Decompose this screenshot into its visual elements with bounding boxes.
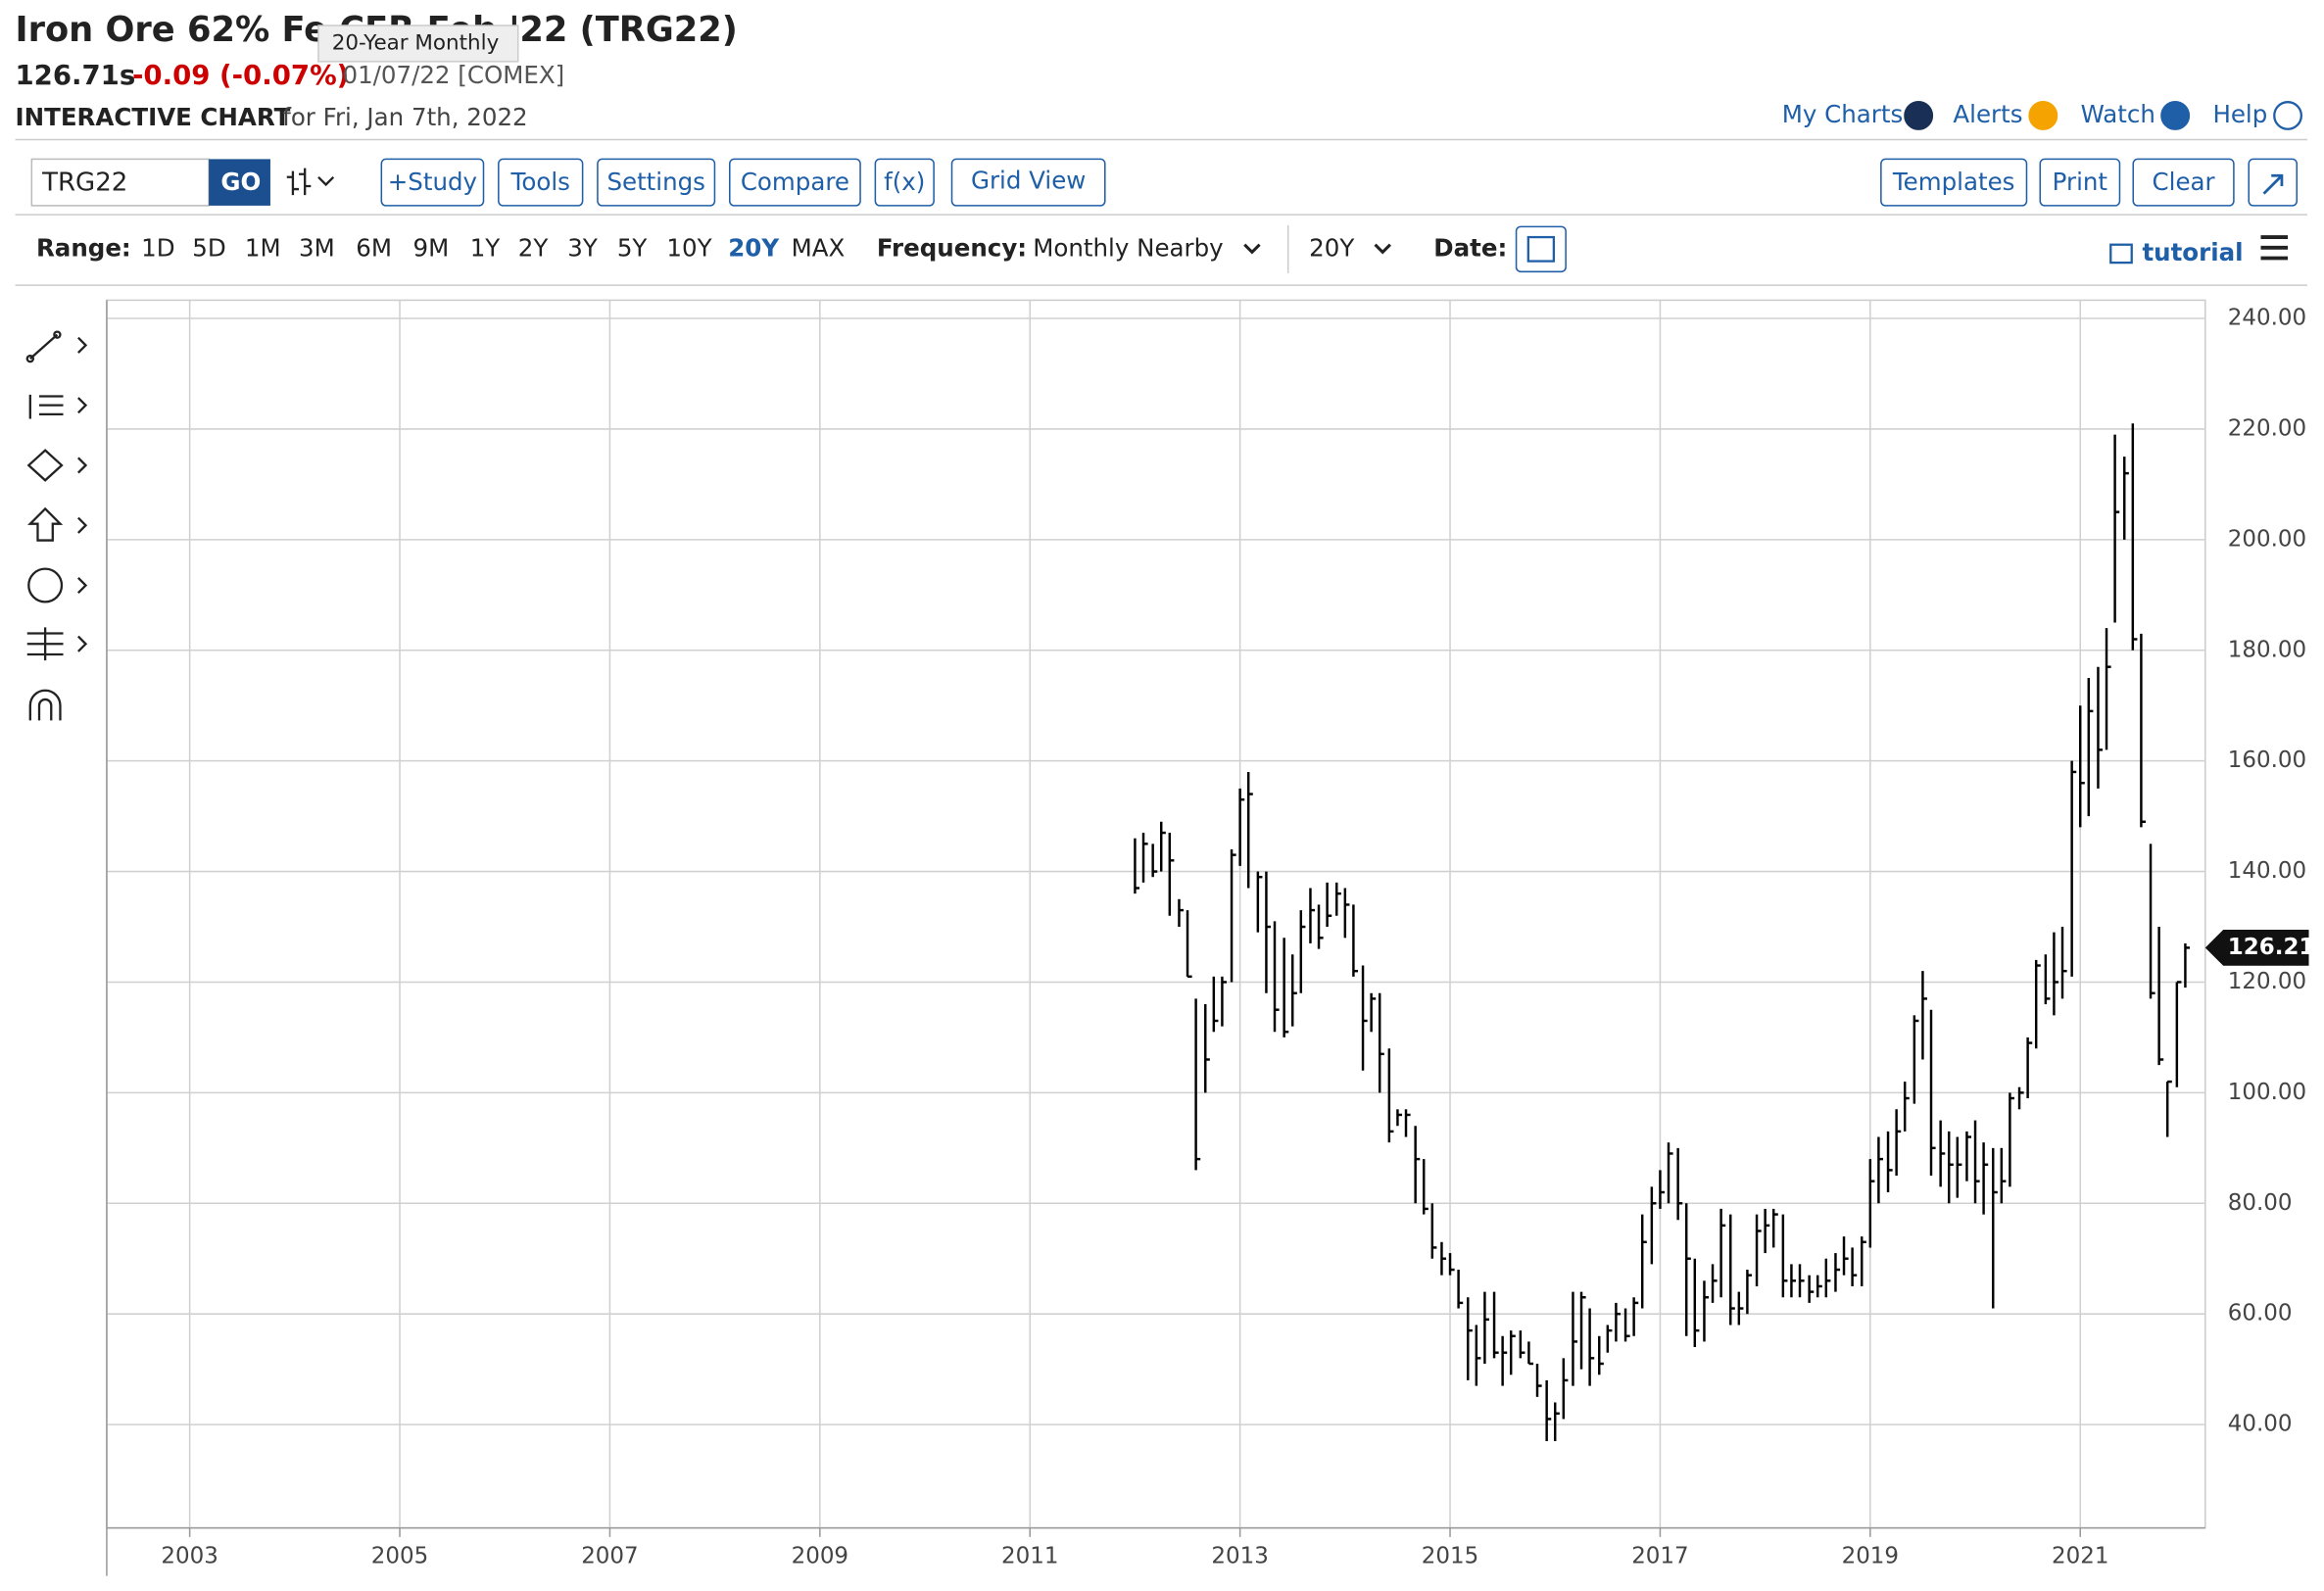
toolbar-button-label: +Study — [388, 168, 477, 196]
y-tick-label: 160.00 — [2228, 747, 2306, 773]
range-option[interactable]: 20Y — [728, 233, 779, 262]
go-text: GO — [220, 168, 261, 196]
range-option[interactable]: 1Y — [470, 233, 502, 262]
calendar-button[interactable] — [1515, 225, 1567, 273]
y-tick-label: 140.00 — [2228, 858, 2306, 884]
header-link[interactable]: My Charts — [1782, 100, 1904, 128]
plot-area — [106, 299, 2206, 1529]
menu-icon[interactable] — [2260, 235, 2289, 261]
x-tick-label: 2007 — [581, 1543, 638, 1568]
toolbar-button-label: Templates — [1892, 168, 2015, 196]
toolbar-button-label: Compare — [741, 168, 849, 196]
range-option[interactable]: 2Y — [518, 233, 550, 262]
x-tick-label: 2021 — [2052, 1543, 2108, 1568]
toolbar-button[interactable] — [498, 158, 584, 207]
subtitle: for Fri, Jan 7th, 2022 — [282, 103, 527, 131]
range-option[interactable]: 3M — [299, 233, 335, 262]
header-link[interactable]: Watch — [2081, 100, 2155, 128]
y-tick-label: 200.00 — [2228, 526, 2306, 552]
range-option[interactable]: 1D — [141, 233, 174, 262]
range-option[interactable]: 10Y — [666, 233, 712, 262]
range-option[interactable]: 6M — [356, 233, 392, 262]
calendar-icon — [1526, 235, 1556, 263]
range-option[interactable]: 5Y — [617, 233, 649, 262]
range-label: Range: — [36, 233, 131, 262]
toolbar-button-label: Clear — [2153, 168, 2216, 196]
toolbar-button-label: Settings — [606, 168, 705, 196]
range-option[interactable]: 3Y — [567, 233, 599, 262]
y-tick-label: 120.00 — [2228, 969, 2306, 994]
go-button[interactable] — [209, 159, 270, 206]
y-tick-label: 40.00 — [2228, 1412, 2293, 1437]
chevron — [1243, 243, 1391, 255]
x-tick-label: 2015 — [1422, 1543, 1478, 1568]
header-link[interactable]: Help — [2212, 100, 2267, 128]
range-option[interactable]: 1M — [245, 233, 281, 262]
x-tick-label: 2013 — [1211, 1543, 1268, 1568]
toolbar-button-label: Tools — [510, 168, 570, 196]
x-tick-label: 2011 — [1001, 1543, 1058, 1568]
price-change: -0.09 (-0.07%) — [132, 59, 349, 91]
y-tick-label: 80.00 — [2228, 1190, 2293, 1216]
toolbar-button[interactable] — [728, 158, 861, 207]
link-icon — [1904, 101, 1934, 130]
last-price: 126.71s — [15, 59, 135, 91]
expand-icon — [2262, 173, 2284, 195]
range-option[interactable]: 5D — [192, 233, 225, 262]
toolbar-button[interactable] — [2039, 158, 2121, 207]
toolbar-button[interactable] — [950, 158, 1106, 207]
y-tick-label: 60.00 — [2228, 1301, 2293, 1326]
toolbar-button-label: Print — [2053, 168, 2108, 196]
tooltip: 20-Year Monthly — [332, 30, 500, 55]
y-tick-label: 100.00 — [2228, 1080, 2306, 1105]
last-price-label: 126.21 — [2228, 935, 2315, 960]
tooltip-box — [317, 24, 519, 63]
last-price-tag — [2204, 930, 2309, 966]
drawing-tools[interactable] — [25, 330, 88, 721]
tutorial-icon — [2109, 243, 2133, 265]
period-select[interactable]: 20Y — [1309, 233, 1355, 262]
symbol-input[interactable] — [30, 158, 210, 207]
range-option[interactable]: 9M — [412, 233, 449, 262]
toolbar-button[interactable] — [2132, 158, 2235, 207]
link-icon — [2160, 101, 2191, 130]
frequency-label: Frequency: — [877, 233, 1027, 262]
x-tick-label: 2009 — [792, 1543, 848, 1568]
x-tick-label: 2003 — [161, 1543, 218, 1568]
range-option[interactable]: MAX — [792, 233, 846, 262]
y-tick-label: 180.00 — [2228, 637, 2306, 662]
expand-button[interactable] — [2248, 158, 2299, 207]
x-tick-label: 2017 — [1631, 1543, 1688, 1568]
symbol-text: TRG22 — [41, 168, 127, 197]
tutorial-link[interactable]: tutorial — [2142, 238, 2243, 266]
y-tick-label: 240.00 — [2228, 306, 2306, 331]
y-tick-label: 220.00 — [2228, 415, 2306, 441]
toolbar-button[interactable] — [597, 158, 716, 207]
toolbar-button[interactable] — [874, 158, 935, 207]
frequency-select[interactable]: Monthly Nearby — [1033, 233, 1223, 262]
toolbar-button[interactable] — [1880, 158, 2028, 207]
link-icon — [2273, 101, 2302, 130]
date-label: Date: — [1433, 233, 1507, 262]
x-tick-label: 2005 — [371, 1543, 428, 1568]
header-link[interactable]: Alerts — [1953, 100, 2022, 128]
link-icon — [2028, 101, 2058, 130]
toolbar-button-label: Grid View — [971, 166, 1086, 194]
x-tick-label: 2019 — [1842, 1543, 1899, 1568]
toolbar-button-label: f(x) — [884, 168, 925, 196]
date-exchange: 01/07/22 [COMEX] — [342, 61, 564, 89]
subtitle-bold: INTERACTIVE CHART — [15, 103, 290, 131]
chart-type-icon[interactable] — [286, 168, 335, 196]
toolbar-button[interactable] — [380, 158, 485, 207]
